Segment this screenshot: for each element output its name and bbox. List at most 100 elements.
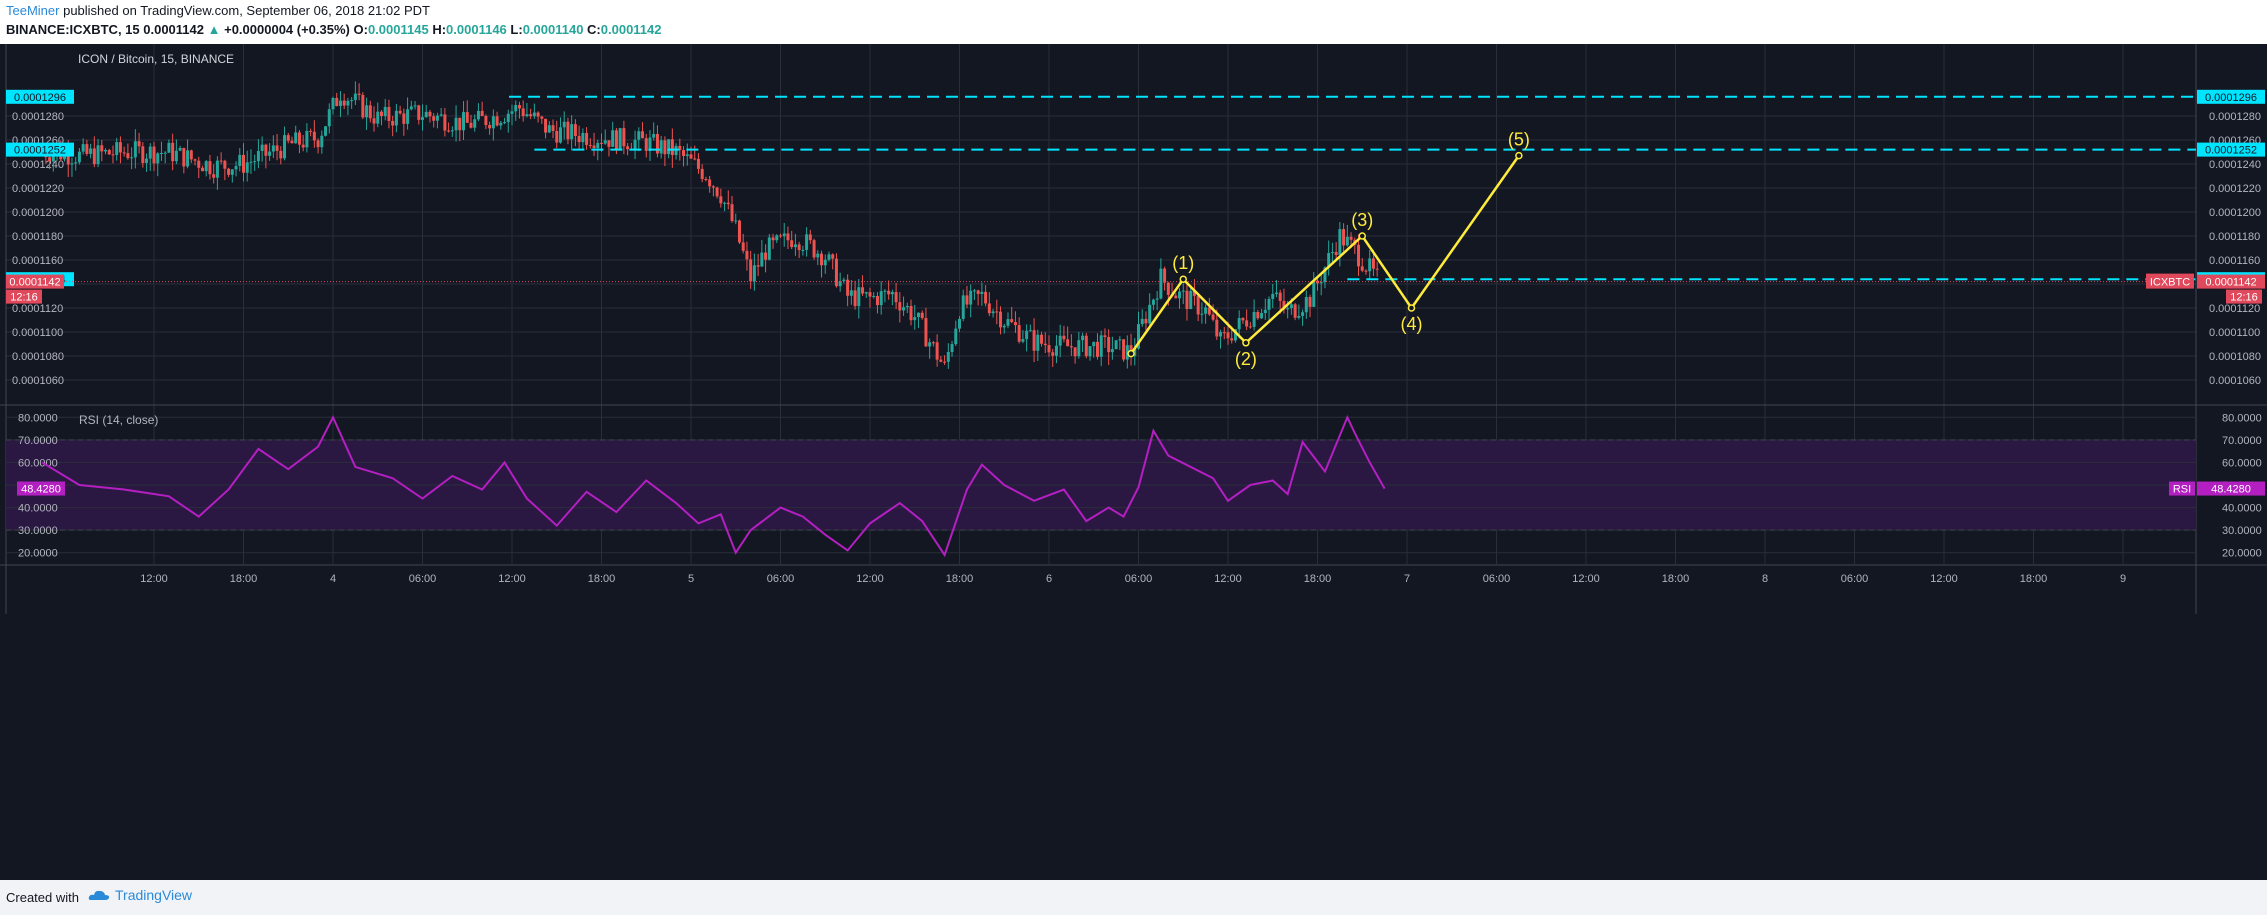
wave-point-handle[interactable] — [1127, 349, 1135, 358]
rsi-axis-tick-left: 70.0000 — [18, 435, 58, 447]
candle-down — [379, 111, 383, 117]
candle-down — [1357, 244, 1361, 267]
candle-up — [879, 291, 883, 306]
candle-down — [529, 114, 533, 117]
candle-up — [652, 134, 656, 138]
candle-up — [946, 351, 950, 362]
candle-up — [350, 100, 354, 102]
candle-up — [793, 244, 797, 248]
candle-down — [622, 128, 626, 147]
candle-down — [551, 125, 555, 131]
price-axis-tick-left: 0.0001080 — [12, 351, 64, 363]
candle-up — [104, 149, 108, 152]
candle-up — [596, 142, 600, 149]
candle-down — [1196, 295, 1200, 315]
candle-up — [365, 105, 369, 118]
candle-down — [1334, 252, 1338, 255]
candle-up — [980, 291, 984, 294]
candle-up — [320, 135, 324, 148]
level-tag-right-text: 0.0001296 — [2205, 92, 2257, 104]
candle-down — [290, 140, 294, 144]
author-link[interactable]: TeeMiner — [6, 3, 60, 18]
candle-down — [764, 252, 768, 260]
candle-down — [1069, 346, 1073, 348]
candle-up — [1140, 318, 1144, 325]
time-axis-tick: 12:00 — [140, 573, 168, 585]
candle-down — [372, 118, 376, 124]
candle-down — [286, 135, 290, 141]
candle-up — [283, 135, 287, 159]
candle-down — [208, 161, 212, 175]
rsi-value-left-text: 48.4280 — [21, 484, 61, 496]
candle-down — [1308, 297, 1312, 307]
candle-up — [406, 109, 410, 124]
candle-up — [1054, 345, 1058, 356]
candle-down — [357, 93, 361, 95]
candle-down — [85, 144, 89, 154]
publish-header: TeeMiner published on TradingView.com, S… — [0, 0, 2267, 44]
candle-up — [827, 254, 831, 260]
candle-up — [145, 158, 149, 163]
candle-up — [1088, 346, 1092, 357]
candle-up — [775, 235, 779, 241]
candle-down — [1040, 334, 1044, 344]
candle-down — [696, 158, 700, 169]
chart-canvas[interactable]: 0.0001060 0.0001060 0.0001080 0.0001080 0.00… — [0, 44, 2267, 880]
candle-down — [368, 105, 372, 119]
candle-up — [96, 145, 100, 165]
wave-point-handle[interactable] — [1358, 232, 1366, 240]
candle-up — [409, 106, 413, 110]
price-change: +0.0000004 (+0.35%) — [224, 22, 350, 37]
candle-up — [1178, 291, 1182, 299]
candle-up — [816, 253, 820, 258]
symbol-tag — [2146, 273, 2194, 289]
candle-up — [991, 311, 995, 314]
candle-up — [462, 112, 466, 131]
candle-up — [1233, 329, 1237, 341]
candle-down — [361, 94, 365, 118]
candle-down — [1215, 319, 1219, 337]
tradingview-brand: TradingView — [115, 887, 193, 903]
candle-up — [163, 152, 167, 154]
candle-down — [1349, 236, 1353, 240]
candle-down — [555, 130, 559, 143]
candle-up — [916, 312, 920, 318]
time-axis-tick: 06:00 — [1483, 573, 1511, 585]
last-price-tag-right — [2197, 274, 2265, 289]
level-tag-left-text: 0.0001252 — [14, 145, 66, 157]
candle-down — [704, 178, 708, 180]
candle-up — [723, 202, 727, 204]
wave-count-line[interactable] — [1130, 154, 1520, 355]
candle-down — [171, 142, 175, 162]
candle-up — [215, 160, 219, 178]
wave-point-handle[interactable] — [1179, 275, 1187, 283]
candle-down — [786, 233, 790, 241]
rsi-value-tag-left — [17, 481, 65, 496]
low-label: L: — [510, 22, 523, 37]
candle-up — [1155, 298, 1159, 300]
wave-point-handle[interactable] — [1515, 151, 1523, 160]
candle-down — [458, 117, 462, 131]
candle-down — [1095, 341, 1099, 357]
candle-down — [1103, 335, 1107, 337]
candle-down — [771, 237, 775, 241]
price-axis-tick-right: 0.0001240 — [2209, 159, 2261, 171]
candle-down — [1047, 345, 1051, 353]
candle-down — [342, 100, 346, 106]
candle-down — [312, 131, 316, 141]
price-axis-tick-left: 0.0001280 — [12, 111, 64, 123]
candle-up — [324, 126, 328, 136]
tradingview-logo-link[interactable]: TradingView — [88, 887, 192, 903]
wave-point-handle[interactable] — [1242, 339, 1250, 347]
rsi-axis-tick-left: 40.0000 — [18, 503, 58, 515]
wave-point-handle[interactable] — [1407, 304, 1416, 312]
candle-down — [935, 342, 939, 360]
candle-down — [417, 105, 421, 120]
candle-up — [186, 150, 190, 167]
chart-container[interactable]: 0.0001060 0.0001060 0.0001080 0.0001080 0.00… — [0, 44, 2267, 880]
candle-up — [969, 290, 973, 305]
candle-up — [130, 157, 134, 159]
level-tag-left — [6, 142, 74, 157]
candle-down — [447, 130, 451, 132]
candle-up — [1312, 280, 1316, 307]
